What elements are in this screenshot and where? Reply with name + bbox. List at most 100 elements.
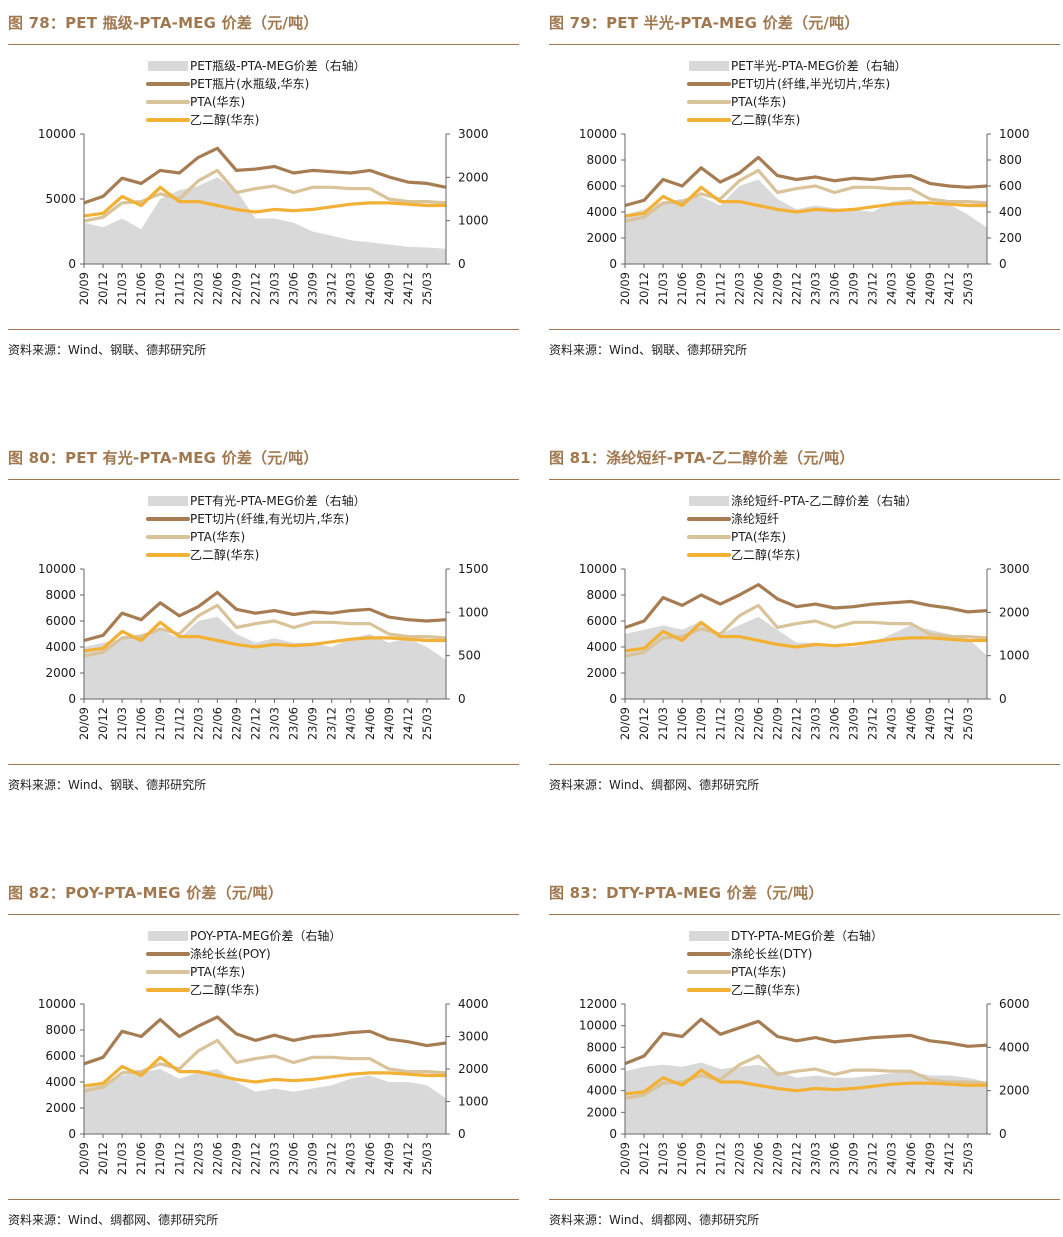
x-tick-label: 22/06 — [751, 272, 765, 305]
x-tick-label: 24/12 — [942, 1142, 956, 1175]
chart-panel-fig78: 图 78：PET 瓶级-PTA-MEG 价差（元/吨） PET瓶级-PTA-ME… — [8, 6, 519, 366]
legend-swatch-spread — [689, 61, 729, 71]
chart-panel-fig83: 图 83：DTY-PTA-MEG 价差（元/吨） DTY-PTA-MEG价差（右… — [549, 876, 1060, 1236]
chart-svg: POY-PTA-MEG价差（右轴） 涤纶长丝(POY) PTA(华东) 乙二醇(华东)… — [38, 928, 489, 1175]
legend-label: PET瓶片(水瓶级,华东) — [190, 77, 309, 91]
x-tick-label: 20/09 — [77, 1142, 91, 1175]
y-tick-label-right: 0 — [999, 1127, 1007, 1141]
x-tick-label: 24/06 — [904, 1142, 918, 1175]
x-tick-label: 25/03 — [420, 1142, 434, 1175]
y-tick-label-right: 1000 — [458, 605, 489, 619]
y-tick-label-left: 10000 — [38, 127, 76, 141]
y-tick-label-left: 8000 — [586, 1040, 617, 1054]
x-tick-label: 21/03 — [656, 707, 670, 740]
y-tick-label-left: 10000 — [579, 127, 617, 141]
x-tick-label: 22/03 — [191, 272, 205, 305]
y-tick-label-left: 6000 — [586, 614, 617, 628]
x-tick-label: 21/12 — [713, 1142, 727, 1175]
x-tick-label: 20/09 — [77, 707, 91, 740]
source-note: 资料来源：Wind、绸都网、德邦研究所 — [549, 1213, 760, 1227]
x-tick-label: 21/09 — [153, 707, 167, 740]
series-line-product — [624, 582, 988, 630]
series-area-spread — [84, 1069, 446, 1134]
chart-svg: PET有光-PTA-MEG价差（右轴） PET切片(纤维,有光切片,华东) PTA(… — [38, 493, 489, 740]
x-tick-label: 20/12 — [96, 272, 110, 305]
x-tick-label: 24/09 — [382, 272, 396, 305]
x-tick-label: 23/06 — [828, 272, 842, 305]
x-tick-label: 22/06 — [210, 707, 224, 740]
x-tick-label: 21/12 — [713, 707, 727, 740]
legend-label: 乙二醇(华东) — [731, 982, 800, 997]
legend-label: 涤纶长丝(POY) — [190, 947, 271, 961]
y-tick-label-right: 2000 — [458, 170, 489, 184]
x-tick-label: 23/03 — [809, 272, 823, 305]
x-tick-label: 25/03 — [420, 272, 434, 305]
x-tick-label: 20/09 — [77, 272, 91, 305]
x-tick-label: 21/09 — [153, 1142, 167, 1175]
y-tick-label-left: 4000 — [586, 640, 617, 654]
legend-label: 乙二醇(华东) — [190, 982, 259, 997]
y-tick-label-left: 2000 — [45, 666, 76, 680]
source-note: 资料来源：Wind、钢联、德邦研究所 — [8, 343, 207, 357]
y-tick-label-right: 1000 — [999, 127, 1030, 141]
x-tick-label: 21/06 — [675, 1142, 689, 1175]
x-tick-label: 22/03 — [191, 707, 205, 740]
legend-label: 乙二醇(华东) — [731, 112, 800, 127]
series-area-spread — [84, 616, 446, 699]
x-tick-label: 20/12 — [96, 1142, 110, 1175]
y-tick-label-left: 4000 — [45, 1075, 76, 1089]
x-tick-label: 24/09 — [382, 1142, 396, 1175]
y-tick-label-left: 10000 — [38, 997, 76, 1011]
series-area-spread — [84, 177, 446, 264]
x-tick-label: 24/09 — [382, 707, 396, 740]
y-tick-label-left: 2000 — [586, 666, 617, 680]
title-divider — [8, 479, 519, 480]
series-line-product — [83, 590, 447, 643]
y-tick-label-right: 600 — [999, 179, 1022, 193]
x-tick-label: 23/06 — [828, 707, 842, 740]
x-tick-label: 24/03 — [885, 707, 899, 740]
y-tick-label-left: 0 — [68, 1127, 76, 1141]
legend-label: 乙二醇(华东) — [190, 112, 259, 127]
x-tick-label: 25/03 — [961, 272, 975, 305]
y-tick-label-left: 2000 — [45, 1101, 76, 1115]
chart-svg: DTY-PTA-MEG价差（右轴） 涤纶长丝(DTY) PTA(华东) 乙二醇(华东)… — [579, 928, 1030, 1175]
y-tick-label-left: 0 — [609, 1127, 617, 1141]
x-tick-label: 23/12 — [325, 707, 339, 740]
series-area-spread — [625, 179, 987, 264]
x-tick-label: 22/03 — [732, 1142, 746, 1175]
y-tick-label-left: 2000 — [586, 231, 617, 245]
legend-label: PTA(华东) — [190, 965, 245, 979]
y-tick-label-left: 10000 — [579, 1019, 617, 1033]
title-divider — [549, 914, 1060, 915]
chart-panel-fig79: 图 79：PET 半光-PTA-MEG 价差（元/吨） PET半光-PTA-ME… — [549, 6, 1060, 366]
y-tick-label-left: 4000 — [586, 1084, 617, 1098]
legend-label: 乙二醇(华东) — [731, 547, 800, 562]
x-tick-label: 24/09 — [923, 707, 937, 740]
x-tick-label: 23/06 — [828, 1142, 842, 1175]
x-tick-label: 23/06 — [287, 272, 301, 305]
series-line-product — [624, 155, 988, 208]
x-tick-label: 20/12 — [637, 272, 651, 305]
legend-label: 涤纶短纤-PTA-乙二醇价差（右轴） — [731, 493, 917, 508]
legend-label: PTA(华东) — [731, 95, 786, 109]
x-tick-label: 23/06 — [287, 707, 301, 740]
title-divider — [8, 914, 519, 915]
x-tick-label: 20/12 — [637, 1142, 651, 1175]
x-tick-label: 21/12 — [172, 1142, 186, 1175]
series-line-meg — [83, 185, 446, 218]
y-tick-label-left: 4000 — [586, 205, 617, 219]
chart-panel-fig81: 图 81：涤纶短纤-PTA-乙二醇价差（元/吨） 涤纶短纤-PTA-乙二醇价差（… — [549, 441, 1060, 801]
x-tick-label: 22/09 — [770, 272, 784, 305]
y-tick-label-right: 0 — [458, 1127, 466, 1141]
x-tick-label: 23/03 — [268, 272, 282, 305]
legend-label: PTA(华东) — [190, 95, 245, 109]
x-tick-label: 23/12 — [325, 272, 339, 305]
x-tick-label: 24/03 — [344, 272, 358, 305]
source-divider — [8, 329, 519, 330]
legend-label: 乙二醇(华东) — [190, 547, 259, 562]
figure-title: 图 81：涤纶短纤-PTA-乙二醇价差（元/吨） — [549, 449, 855, 467]
y-tick-label-left: 6000 — [45, 1049, 76, 1063]
series-line-meg — [624, 620, 987, 653]
x-tick-label: 25/03 — [961, 1142, 975, 1175]
